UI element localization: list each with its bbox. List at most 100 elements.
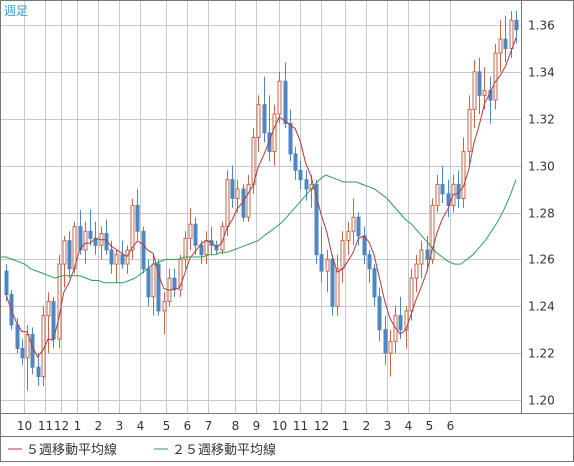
candle: [256, 95, 261, 152]
y-tick-label: 1.30: [528, 160, 555, 174]
candle-body: [388, 340, 393, 354]
plot-background: [0, 0, 521, 413]
y-tick-label: 1.28: [528, 207, 555, 221]
candle: [114, 250, 119, 283]
x-tick-label: 5: [163, 419, 171, 433]
candle-body: [114, 254, 119, 265]
candle: [267, 95, 272, 161]
candle-body: [125, 249, 130, 265]
ma25-line: [0, 174, 517, 284]
candle: [193, 217, 198, 255]
candle-body: [199, 244, 204, 256]
y-tick-label: 1.32: [528, 113, 555, 127]
candle-body: [319, 254, 324, 272]
x-tick-label: 6: [447, 419, 455, 433]
x-tick-label: 11: [38, 419, 53, 433]
x-tick-label: 12: [54, 419, 69, 433]
candle: [135, 189, 140, 241]
candle: [46, 292, 51, 354]
legend: ５週移動平均線 ２５週移動平均線: [8, 442, 276, 458]
x-tick-label: 1: [74, 419, 82, 433]
candle: [62, 235, 67, 288]
candle: [372, 264, 377, 307]
candle: [188, 207, 193, 250]
candle-body: [409, 277, 414, 312]
candle: [467, 95, 472, 166]
candle: [156, 259, 161, 316]
candle: [330, 254, 335, 316]
candle: [130, 198, 135, 260]
candle-body: [372, 268, 377, 298]
candle-body: [346, 230, 351, 242]
candle-body: [325, 258, 330, 272]
candle-body: [435, 183, 440, 206]
candle: [57, 254, 62, 349]
candle: [477, 57, 482, 115]
candle-body: [277, 80, 282, 115]
candle-body: [267, 132, 272, 153]
candle: [36, 353, 41, 386]
moving-average-lines: [0, 37, 517, 358]
candle-body: [514, 19, 519, 31]
candle: [246, 175, 251, 222]
candle-body: [330, 258, 335, 307]
candle: [304, 170, 309, 201]
candle-body: [335, 268, 340, 307]
candle-body: [272, 113, 277, 153]
candle: [67, 231, 72, 279]
candle: [346, 221, 351, 255]
candle: [178, 254, 183, 297]
candle-body: [477, 71, 482, 96]
candle-body: [225, 179, 230, 228]
candle: [430, 198, 435, 265]
candle: [335, 254, 340, 316]
x-tick-label: 3: [116, 419, 124, 433]
candle-body: [304, 179, 309, 190]
x-tick-label: 6: [184, 419, 192, 433]
candle: [325, 250, 330, 293]
legend-label-ma25: ２５週移動平均線: [172, 442, 276, 458]
candle-body: [482, 90, 487, 96]
candle: [398, 296, 403, 340]
candle-body: [235, 188, 240, 199]
candle-body: [498, 38, 503, 54]
x-tick-label: 10: [272, 419, 287, 433]
candle-body: [67, 240, 72, 270]
candle-body: [178, 258, 183, 291]
candle-body: [503, 38, 508, 49]
candle-body: [220, 226, 225, 251]
candle-body: [440, 183, 445, 195]
candle-body: [57, 263, 62, 340]
candle-body: [288, 122, 293, 155]
candle-body: [314, 183, 319, 256]
x-axis-ticks: 10 11 12 1 2 3 4 5 6 7 8 9 10 11 12 1 2 3 4 5 6: [17, 419, 454, 433]
candle-body: [467, 108, 472, 153]
x-tick-label: 4: [137, 419, 145, 433]
candle-body: [383, 329, 388, 354]
candle: [277, 71, 282, 124]
candle: [351, 198, 356, 246]
candle-body: [419, 249, 424, 265]
candle: [503, 15, 508, 63]
candle-body: [20, 347, 25, 359]
x-tick-label: 5: [426, 419, 434, 433]
candle-body: [15, 324, 20, 349]
candle: [446, 179, 451, 218]
candle: [288, 109, 293, 161]
candle: [120, 240, 125, 269]
y-tick-label: 1.34: [528, 66, 555, 80]
candle-body: [25, 333, 30, 359]
candle-body: [425, 249, 430, 260]
candle-body: [472, 71, 477, 110]
x-tick-label: 11: [293, 419, 308, 433]
candle: [498, 20, 503, 72]
x-tick-label: 1: [342, 419, 350, 433]
candle-body: [493, 52, 498, 101]
candle-body: [351, 216, 356, 232]
y-tick-label: 1.24: [528, 300, 555, 314]
candle-body: [340, 240, 345, 270]
candle: [283, 62, 288, 129]
candle: [419, 240, 424, 279]
candle-body: [188, 223, 193, 239]
candle-body: [398, 315, 403, 331]
